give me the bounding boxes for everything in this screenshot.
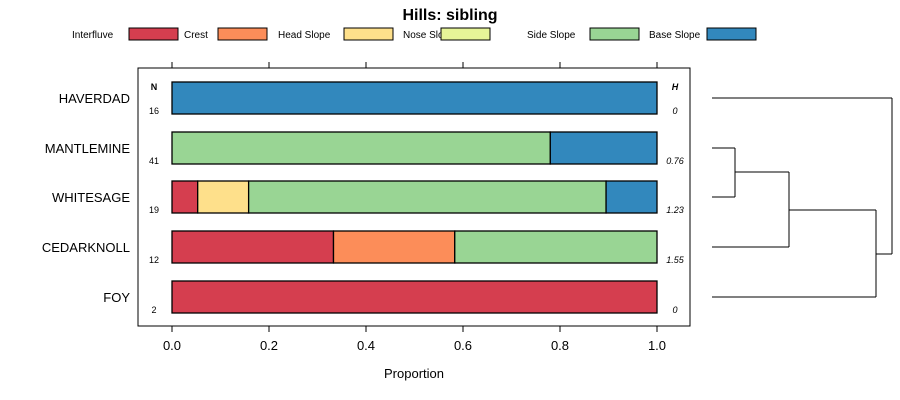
h-value: 1.23 <box>666 205 684 215</box>
category-label: CEDARKNOLL <box>42 240 130 255</box>
x-tick-label: 0.4 <box>357 338 375 353</box>
x-tick-label: 0.0 <box>163 338 181 353</box>
n-value: 2 <box>151 305 156 315</box>
n-value: 16 <box>149 106 159 116</box>
n-value: 19 <box>149 205 159 215</box>
legend-label: Head Slope <box>278 30 331 41</box>
category-label: HAVERDAD <box>59 91 130 106</box>
plot-frame <box>137 67 691 327</box>
x-tick-label: 0.6 <box>454 338 472 353</box>
bars <box>171 81 658 314</box>
legend-label: Nose Slope <box>403 30 455 41</box>
legend-swatch <box>440 27 491 41</box>
category-label: MANTLEMINE <box>45 141 131 156</box>
legend-label: Side Slope <box>527 30 576 41</box>
bar-segment <box>171 131 551 165</box>
category-label: WHITESAGE <box>52 190 130 205</box>
x-axis: 0.0 0.2 0.4 0.6 0.8 1.0 <box>163 62 666 353</box>
bar-segment <box>171 81 658 115</box>
x-tick-label: 0.2 <box>260 338 278 353</box>
h-value: 0 <box>672 106 677 116</box>
legend-swatch <box>128 27 179 41</box>
legend-swatch <box>589 27 640 41</box>
bar-segment <box>454 230 658 264</box>
h-value: 0.76 <box>666 156 684 166</box>
bar-segment <box>171 230 335 264</box>
row-labels: HAVERDAD 16 0 MANTLEMINE 41 0.76 WHITESAGE 19 1.… <box>42 91 685 315</box>
legend-label: Crest <box>184 30 208 41</box>
bar-segment <box>605 180 658 214</box>
legend-swatch <box>343 27 394 41</box>
n-value: 41 <box>149 156 159 166</box>
h-value: 1.55 <box>666 255 685 265</box>
bar-segment <box>247 180 607 214</box>
legend-label: Base Slope <box>649 30 701 41</box>
legend: Interfluve Crest Head Slope Nose Slope Side … <box>72 27 757 41</box>
bar-segment <box>549 131 658 165</box>
legend-swatch <box>706 27 757 41</box>
x-tick-label: 0.8 <box>551 338 569 353</box>
n-header: N <box>151 82 158 92</box>
h-value: 0 <box>672 305 677 315</box>
legend-label: Interfluve <box>72 30 114 41</box>
x-axis-label: Proportion <box>384 366 444 381</box>
category-label: FOY <box>103 290 130 305</box>
bar-segment <box>197 180 250 214</box>
bar-segment <box>332 230 456 264</box>
n-value: 12 <box>149 255 159 265</box>
chart-title: Hills: sibling <box>402 7 497 24</box>
dendrogram <box>712 97 893 298</box>
bar-segment <box>171 180 199 214</box>
h-header: H <box>672 82 679 92</box>
x-tick-label: 1.0 <box>648 338 666 353</box>
legend-swatch <box>217 27 268 41</box>
bar-segment <box>171 280 658 314</box>
